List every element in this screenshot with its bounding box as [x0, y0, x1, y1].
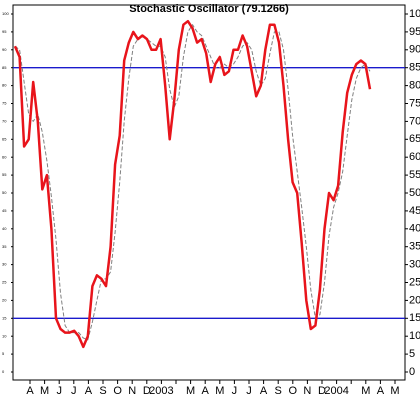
y-tick-label-left: 60 — [2, 154, 7, 159]
y-tick-label-left: 95 — [2, 29, 7, 34]
y-tick-label: 5 — [409, 348, 415, 360]
y-tick-label-left: 35 — [2, 244, 7, 249]
y-tick-label: 25 — [409, 276, 420, 288]
x-tick-label: O — [289, 385, 298, 397]
x-tick-label: J — [246, 385, 252, 397]
y-tick-label: 15 — [409, 312, 420, 324]
x-tick-label: J — [232, 385, 238, 397]
y-tick-label: 40 — [409, 223, 420, 235]
y-tick-label-left: 75 — [2, 101, 7, 106]
y-tick-label: 90 — [409, 44, 420, 56]
y-tick-label-left: 55 — [2, 172, 7, 177]
x-tick-label: M — [186, 385, 195, 397]
y-tick-label: 55 — [409, 169, 420, 181]
x-tick-label: A — [377, 385, 385, 397]
y-tick-label: 95 — [409, 26, 420, 38]
x-tick-label: A — [26, 385, 34, 397]
y-tick-label: 10 — [409, 330, 420, 342]
series-line — [13, 19, 372, 349]
y-tick-label-left: 45 — [2, 208, 7, 213]
y-tick-label-left: 40 — [2, 226, 7, 231]
y-tick-label: 30 — [409, 259, 420, 271]
y-tick-label: 100 — [409, 8, 420, 20]
y-tick-label: 35 — [409, 241, 420, 253]
y-tick-label-left: 30 — [2, 262, 7, 267]
x-tick-label: 2003 — [149, 385, 173, 397]
x-tick-label: S — [99, 385, 106, 397]
y-tick-label: 50 — [409, 187, 420, 199]
y-tick-label-left: 85 — [2, 65, 7, 70]
x-tick-label: 2004 — [324, 385, 348, 397]
x-tick-label: M — [40, 385, 49, 397]
y-tick-label: 20 — [409, 294, 420, 306]
x-tick-label: O — [113, 385, 122, 397]
chart-title: Stochastic Oscillator (79.1266) — [129, 3, 289, 15]
y-tick-label-left: 50 — [2, 190, 7, 195]
y-tick-label-left: 90 — [2, 47, 7, 52]
x-tick-label: M — [361, 385, 370, 397]
y-tick-label: 0 — [409, 366, 415, 378]
y-tick-label-left: 80 — [2, 83, 7, 88]
y-tick-label-left: 70 — [2, 118, 7, 123]
x-tick-label: M — [215, 385, 224, 397]
y-tick-label-left: 20 — [2, 297, 7, 302]
y-tick-label: 80 — [409, 80, 420, 92]
y-tick-label: 65 — [409, 133, 420, 145]
x-tick-label: D — [143, 385, 151, 397]
y-tick-label-left: 100 — [2, 11, 9, 16]
x-tick-label: N — [303, 385, 311, 397]
y-tick-label: 45 — [409, 205, 420, 217]
x-tick-label: D — [318, 385, 326, 397]
y-tick-label-left: 10 — [2, 333, 7, 338]
plot-frame — [12, 4, 406, 381]
x-tick-label: A — [260, 385, 268, 397]
y-tick-label: 75 — [409, 97, 420, 109]
x-tick-label: A — [202, 385, 210, 397]
y-tick-label: 70 — [409, 115, 420, 127]
x-tick-label: N — [128, 385, 136, 397]
x-tick-label: J — [71, 385, 77, 397]
y-tick-label: 85 — [409, 62, 420, 74]
y-tick-label-left: 0 — [2, 369, 5, 374]
y-tick-label: 60 — [409, 151, 420, 163]
x-tick-label: M — [390, 385, 399, 397]
x-tick-label: S — [275, 385, 282, 397]
y-tick-label-left: 15 — [2, 315, 7, 320]
y-tick-label-left: 25 — [2, 280, 7, 285]
x-tick-label: A — [85, 385, 93, 397]
y-tick-label-left: 65 — [2, 136, 7, 141]
x-tick-label: J — [56, 385, 62, 397]
y-tick-label-left: 5 — [2, 351, 5, 356]
